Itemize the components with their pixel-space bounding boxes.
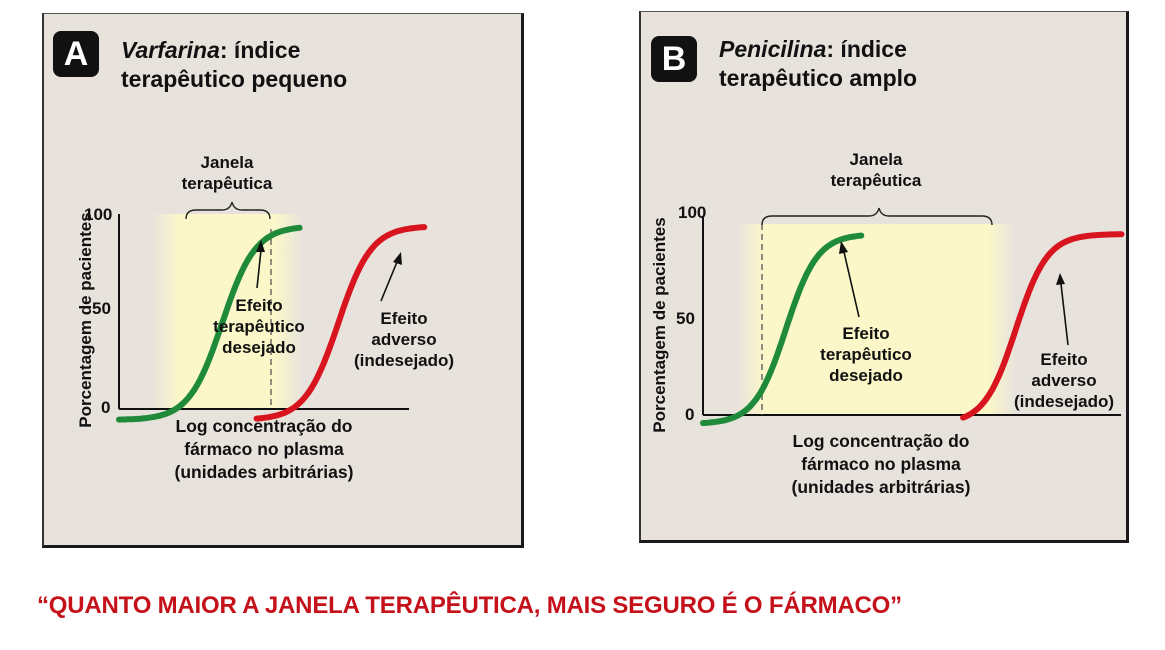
- therapeutic-label-line1: Efeito: [235, 296, 283, 315]
- title-rest: : índice: [826, 36, 907, 62]
- drug-name: Varfarina: [121, 37, 220, 63]
- x-label-line3: (unidades arbitrárias): [791, 477, 971, 497]
- drug-name: Penicilina: [719, 36, 827, 62]
- adverse-label-line2: adverso: [1031, 371, 1097, 390]
- summary-quote: “QUANTO MAIOR A JANELA TERAPÊUTICA, MAIS…: [37, 592, 902, 619]
- window-label-line1: Janela: [849, 150, 903, 169]
- therapeutic-arrow: [843, 251, 860, 318]
- x-label-line1: Log concentração do: [175, 416, 353, 436]
- y-tick-100: 100: [678, 203, 707, 222]
- x-label-line3: (unidades arbitrárias): [174, 462, 354, 482]
- adverse-effect-label: Efeito adverso (indesejado): [334, 308, 474, 371]
- panel-a: A Varfarina: índice terapêutico pequeno …: [42, 13, 524, 548]
- window-label-line2: terapêutica: [830, 171, 922, 190]
- therapeutic-effect-label: Efeito terapêutico desejado: [796, 323, 936, 386]
- chart-a-plot: [116, 201, 428, 423]
- adverse-arrow: [1060, 283, 1069, 346]
- therapeutic-arrowhead: [839, 241, 848, 254]
- therapeutic-arrowhead: [256, 240, 265, 252]
- y-tick-50: 50: [676, 309, 695, 328]
- therapeutic-effect-label: Efeito terapêutico desejado: [189, 295, 329, 358]
- window-label-line1: Janela: [200, 153, 254, 172]
- window-label: Janela terapêutica: [801, 149, 951, 191]
- adverse-label-line1: Efeito: [380, 309, 428, 328]
- therapeutic-label-line1: Efeito: [842, 324, 890, 343]
- adverse-effect-curve: [253, 224, 428, 422]
- adverse-label-line1: Efeito: [1040, 350, 1088, 369]
- therapeutic-window-area: [736, 224, 1016, 414]
- y-tick-0: 0: [685, 405, 695, 424]
- window-brace: [761, 207, 993, 226]
- adverse-arrowhead: [393, 252, 402, 265]
- window-label: Janela terapêutica: [152, 152, 302, 194]
- title-line2: terapêutico pequeno: [121, 66, 348, 92]
- y-tick-0: 0: [101, 398, 111, 417]
- therapeutic-label-line3: desejado: [829, 366, 903, 385]
- window-label-line2: terapêutica: [181, 174, 273, 193]
- adverse-effect-curve: [960, 231, 1125, 421]
- x-label-line2: fármaco no plasma: [801, 454, 961, 474]
- x-axis-label: Log concentração do fármaco no plasma (u…: [134, 415, 394, 484]
- panel-b-title: Penicilina: índice terapêutico amplo: [719, 35, 917, 93]
- x-label-line1: Log concentração do: [792, 431, 970, 451]
- y-axis-label: Porcentagem de pacientes: [650, 217, 669, 433]
- adverse-label-line3: (indesejado): [353, 351, 455, 370]
- adverse-arrowhead: [1056, 273, 1065, 285]
- adverse-label-line3: (indesejado): [1013, 392, 1115, 411]
- panel-a-badge: A: [53, 31, 99, 77]
- panel-b: B Penicilina: índice terapêutico amplo P…: [639, 11, 1129, 543]
- therapeutic-effect-curve: [700, 232, 865, 426]
- therapeutic-effect-curve: [116, 224, 303, 423]
- adverse-effect-label: Efeito adverso (indesejado): [1001, 349, 1127, 412]
- panel-a-title: Varfarina: índice terapêutico pequeno: [121, 36, 347, 94]
- y-tick-100: 100: [84, 205, 113, 224]
- therapeutic-label-line2: terapêutico: [820, 345, 912, 364]
- therapeutic-arrow: [256, 249, 262, 289]
- y-axis-label: Porcentagem de pacientes: [76, 212, 95, 428]
- x-label-line2: fármaco no plasma: [184, 439, 344, 459]
- title-line2: terapêutico amplo: [719, 65, 918, 91]
- x-axis-label: Log concentração do fármaco no plasma (u…: [746, 430, 1016, 499]
- adverse-arrow: [380, 261, 398, 302]
- therapeutic-label-line2: terapêutico: [213, 317, 305, 336]
- window-brace: [185, 201, 271, 220]
- panel-b-badge: B: [651, 36, 697, 82]
- therapeutic-label-line3: desejado: [222, 338, 296, 357]
- chart-b-plot: [700, 207, 1125, 426]
- title-rest: : índice: [219, 37, 301, 63]
- adverse-label-line2: adverso: [371, 330, 437, 349]
- y-tick-50: 50: [92, 299, 111, 318]
